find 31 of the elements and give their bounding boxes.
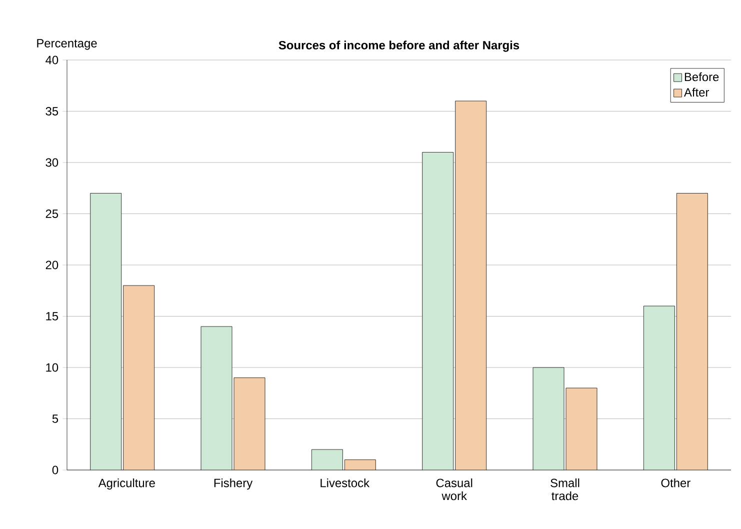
x-tick-label: Other <box>661 478 690 488</box>
bar <box>422 152 454 470</box>
y-tick-label: 10 <box>46 363 58 372</box>
y-tick-label: 20 <box>46 260 58 270</box>
bar <box>455 100 486 470</box>
y-axis-title: Percentage <box>37 39 97 50</box>
legend-label: After <box>684 88 710 97</box>
y-tick-label: 30 <box>46 158 58 167</box>
legend-label: Before <box>684 72 719 82</box>
x-tick-label: Fishery <box>214 478 253 490</box>
bar <box>234 378 265 470</box>
x-tick-label: Agriculture <box>98 478 155 490</box>
x-tick-label: Livestock <box>320 478 370 488</box>
bar <box>344 460 376 470</box>
bar <box>123 286 154 470</box>
x-tick-label: Casual work <box>436 478 472 500</box>
bar <box>566 388 597 470</box>
bar <box>201 326 232 470</box>
y-tick-label: 25 <box>46 210 58 218</box>
bar <box>312 450 343 470</box>
y-tick-label: 0 <box>52 466 58 474</box>
y-tick-label: 40 <box>46 56 58 64</box>
chart-title: Sources of income before and after Nargis <box>278 40 520 52</box>
x-tick-label: Small trade <box>550 478 580 500</box>
bar <box>533 368 564 470</box>
y-tick-label: 15 <box>46 312 58 320</box>
bar <box>676 193 708 470</box>
bar <box>90 193 122 470</box>
y-tick-label: 5 <box>52 414 58 423</box>
y-tick-label: 35 <box>46 107 58 116</box>
bar <box>643 306 675 470</box>
